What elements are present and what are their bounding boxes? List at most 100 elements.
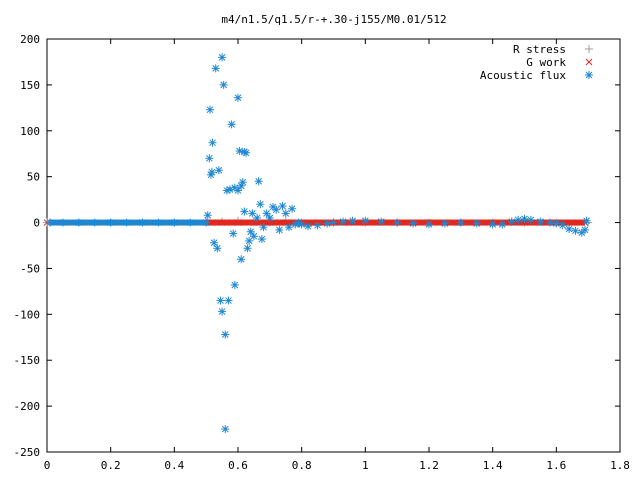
data-point — [281, 209, 290, 218]
data-point — [229, 229, 238, 238]
data-point — [488, 220, 497, 229]
y-tick-label: 0 — [33, 217, 40, 230]
legend-label: R stress — [513, 43, 566, 56]
x-tick-label: 1.2 — [419, 459, 439, 472]
data-point — [234, 186, 242, 195]
y-tick-label: 100 — [20, 125, 40, 138]
data-point — [241, 148, 250, 157]
data-point — [558, 221, 567, 230]
data-point — [237, 255, 246, 264]
y-tick-label: -50 — [20, 262, 40, 275]
data-point — [361, 216, 370, 225]
data-point — [498, 220, 507, 229]
y-tick-label: 50 — [27, 171, 40, 184]
x-tick-label: 0.8 — [292, 459, 312, 472]
axis-ticks: 0 0.2 0.4 0.6 0.8 1 1.2 1.4 1.6 1.8 200 150 100 50 0 -5… — [14, 33, 630, 472]
data-point — [224, 296, 233, 305]
y-tick-label: -150 — [14, 354, 41, 367]
data-point — [585, 71, 593, 79]
data-point — [235, 146, 244, 155]
data-point — [213, 244, 222, 253]
data-point — [207, 168, 216, 177]
data-point — [265, 213, 274, 222]
y-tick-label: 150 — [20, 79, 40, 92]
x-tick-label: 0.2 — [101, 459, 121, 472]
data-point — [243, 244, 252, 253]
data-point — [545, 218, 554, 227]
data-point — [219, 80, 228, 89]
data-point — [409, 219, 418, 228]
x-tick-label: 1.8 — [610, 459, 630, 472]
data-point — [230, 280, 239, 289]
data-point — [221, 330, 230, 339]
y-tick-label: -250 — [14, 446, 41, 459]
data-point — [313, 221, 322, 230]
data-point — [205, 105, 214, 114]
x-tick-label: 1.4 — [483, 459, 503, 472]
data-point — [253, 213, 262, 222]
data-point — [571, 226, 580, 235]
data-point — [221, 425, 230, 434]
data-point — [585, 58, 593, 66]
data-point — [259, 223, 268, 232]
data-point — [246, 227, 255, 236]
data-point — [284, 223, 293, 232]
legend-label: Acoustic flux — [480, 69, 566, 82]
data-point — [425, 220, 433, 229]
data-point — [304, 222, 313, 231]
dense-marker-band — [50, 219, 207, 226]
data-point — [339, 217, 348, 226]
x-tick-label: 0.6 — [228, 459, 248, 472]
data-point — [520, 214, 529, 223]
data-point — [227, 120, 236, 129]
plot-frame — [46, 38, 621, 453]
data-point — [323, 219, 332, 228]
data-point — [456, 218, 465, 227]
data-point — [440, 219, 449, 228]
legend-label: G work — [526, 56, 566, 69]
data-point — [262, 209, 271, 218]
data-point — [582, 216, 591, 225]
y-tick-label: 200 — [20, 33, 40, 46]
data-point — [275, 225, 284, 234]
data-point — [211, 64, 220, 73]
data-point — [216, 296, 225, 305]
y-tick-label: -100 — [14, 308, 41, 321]
data-marks — [43, 53, 593, 434]
data-point — [257, 235, 266, 244]
data-point — [254, 177, 263, 186]
chart-title: m4/n1.5/q1.5/r-+.30-j155/M0.01/512 — [221, 13, 446, 26]
data-point — [377, 217, 386, 226]
data-point — [288, 204, 297, 213]
data-point — [552, 219, 561, 228]
data-point — [472, 219, 481, 228]
data-point — [329, 218, 338, 227]
data-point — [565, 224, 574, 233]
series-acoustic-flux — [46, 53, 591, 434]
data-point — [297, 220, 306, 229]
data-point — [249, 232, 258, 241]
data-point — [393, 218, 402, 227]
data-point — [514, 215, 523, 224]
data-point — [240, 207, 249, 216]
data-point — [278, 202, 287, 211]
data-point — [218, 53, 227, 62]
x-tick-label: 1 — [362, 459, 369, 472]
data-point — [507, 217, 516, 226]
data-point — [210, 238, 219, 247]
data-point — [585, 45, 593, 53]
y-tick-label: -200 — [14, 400, 41, 413]
data-point — [218, 307, 227, 316]
x-tick-label: 0 — [44, 459, 51, 472]
x-tick-label: 0.4 — [164, 459, 184, 472]
data-point — [256, 200, 265, 209]
data-point — [536, 217, 545, 226]
data-point — [580, 225, 589, 234]
data-point — [214, 166, 223, 175]
data-point — [203, 211, 212, 220]
x-tick-label: 1.6 — [546, 459, 566, 472]
data-point — [234, 93, 242, 102]
data-point — [238, 178, 247, 187]
